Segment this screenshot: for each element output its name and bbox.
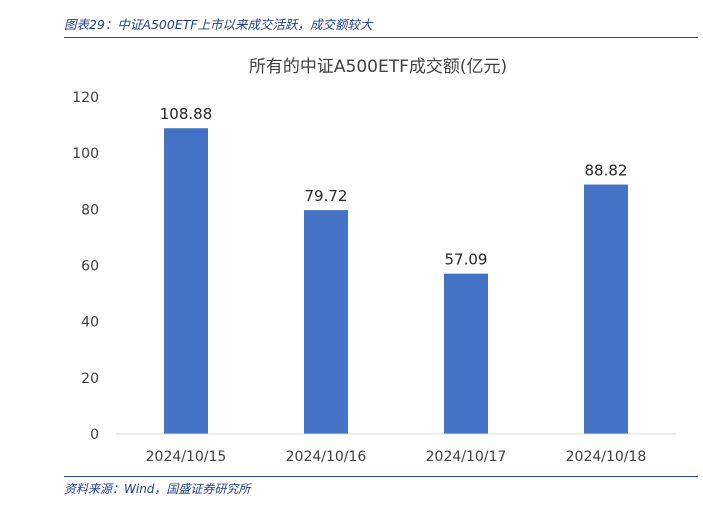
bar-2024-10-18 [584,184,628,434]
bar-2024-10-17 [444,273,488,434]
y-tick-label: 40 [81,315,99,331]
data-label: 108.88 [160,105,213,123]
data-label: 88.82 [585,162,628,180]
bars [164,128,628,434]
y-tick-label: 120 [72,90,99,106]
source-rule [64,476,698,477]
source-note: 资料来源：Wind，国盛证券研究所 [64,482,251,496]
y-tick-label: 20 [81,371,99,387]
figure-caption: 图表29：中证A500ETF上市以来成交活跃，成交额较大 [64,17,373,32]
y-tick-label: 80 [81,202,99,218]
caption-rule [64,37,698,38]
y-tick-label: 0 [90,427,99,443]
x-axis-ticks: 2024/10/15 2024/10/16 2024/10/17 2024/10/18 [146,449,647,465]
y-tick-label: 100 [72,146,99,162]
data-label: 57.09 [445,251,488,269]
y-tick-label: 60 [81,259,99,275]
x-tick-label: 2024/10/16 [286,449,367,465]
data-label: 79.72 [305,187,348,205]
bar-2024-10-16 [304,210,348,434]
x-tick-label: 2024/10/18 [566,449,647,465]
chart-title: 所有的中证A500ETF成交额(亿元) [249,57,507,77]
y-axis-ticks: 0 20 40 60 80 100 120 [72,90,99,443]
data-labels: 108.88 79.72 57.09 88.82 [160,105,628,268]
bar-2024-10-15 [164,128,208,434]
x-tick-label: 2024/10/15 [146,449,227,465]
x-tick-label: 2024/10/17 [426,449,507,465]
